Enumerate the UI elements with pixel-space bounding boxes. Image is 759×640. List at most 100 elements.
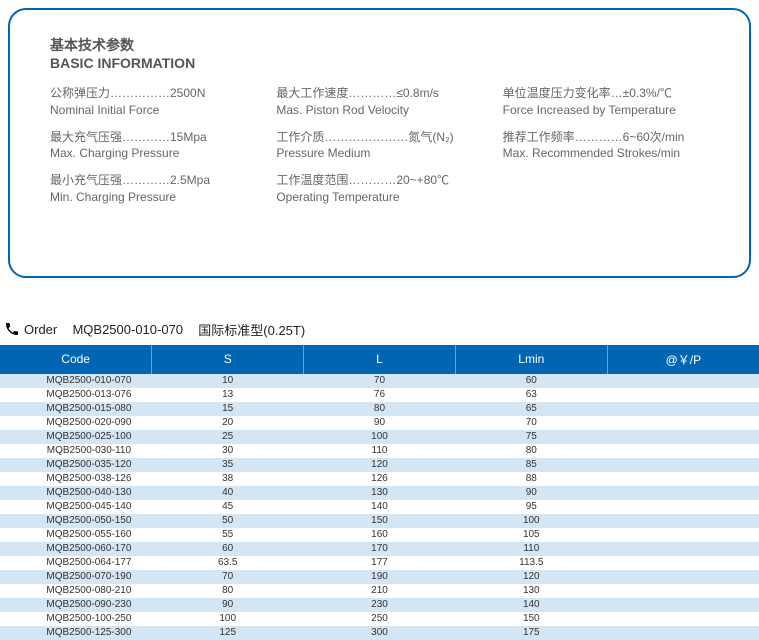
table-cell: MQB2500-064-177 [0,556,152,570]
table-cell [607,556,759,570]
table-cell: 65 [455,402,607,416]
table-header-row: CodeSLLmin@￥/P [0,345,759,374]
table-cell [607,500,759,514]
table-cell: 63.5 [152,556,304,570]
table-cell: MQB2500-125-300 [0,626,152,640]
table-cell: 130 [455,584,607,598]
info-title-cn: 基本技术参数 [50,35,709,55]
info-item-cn: 最大充气压强…………15Mpa [50,129,256,146]
table-row: MQB2500-025-1002510075 [0,430,759,444]
table-row: MQB2500-055-16055160105 [0,528,759,542]
table-cell: 100 [455,514,607,528]
table-cell: 100 [152,612,304,626]
spec-table: CodeSLLmin@￥/P MQB2500-010-070107060MQB2… [0,345,759,640]
info-item: 工作介质…………………氮气(N₂)Pressure Medium [276,129,482,163]
table-row: MQB2500-080-21080210130 [0,584,759,598]
table-row: MQB2500-040-1304013090 [0,486,759,500]
table-cell [607,458,759,472]
table-header-cell: @￥/P [607,345,759,374]
table-cell: MQB2500-070-190 [0,570,152,584]
table-cell: 90 [304,416,456,430]
table-cell: 100 [304,430,456,444]
table-cell: MQB2500-010-070 [0,374,152,388]
table-cell [607,598,759,612]
info-column: 公称弹压力……………2500NNominal Initial Force 最大充气… [50,85,256,216]
table-cell: 210 [304,584,456,598]
table-cell: 75 [455,430,607,444]
table-cell: MQB2500-020-090 [0,416,152,430]
info-item-cn: 工作介质…………………氮气(N₂) [276,129,482,146]
info-title-en: BASIC INFORMATION [50,55,709,71]
table-cell [607,570,759,584]
table-cell: 40 [152,486,304,500]
table-cell [607,430,759,444]
table-cell: 60 [152,542,304,556]
info-item: 工作温度范围…………20~+80℃Operating Temperature [276,172,482,206]
order-label: Order [24,322,57,337]
info-item-en: Mas. Piston Rod Velocity [276,102,482,119]
table-cell: MQB2500-040-130 [0,486,152,500]
table-cell [607,472,759,486]
basic-info-panel: 基本技术参数 BASIC INFORMATION 公称弹压力……………2500N… [8,8,751,278]
table-cell: 88 [455,472,607,486]
table-row: MQB2500-035-1203512085 [0,458,759,472]
info-item-en: Force Increased by Temperature [503,102,709,119]
table-cell: 110 [455,542,607,556]
table-cell [607,402,759,416]
table-header-cell: Lmin [455,345,607,374]
order-code: MQB2500-010-070 [72,322,183,337]
table-cell: MQB2500-080-210 [0,584,152,598]
info-item-en: Min. Charging Pressure [50,189,256,206]
table-cell [607,626,759,640]
info-column: 最大工作速度…………≤0.8m/sMas. Piston Rod Velocit… [276,85,482,216]
table-row: MQB2500-013-076137663 [0,388,759,402]
table-cell: MQB2500-055-160 [0,528,152,542]
table-row: MQB2500-100-250100250150 [0,612,759,626]
table-cell: 150 [455,612,607,626]
table-cell: 38 [152,472,304,486]
table-cell: MQB2500-015-080 [0,402,152,416]
table-cell: 95 [455,500,607,514]
table-cell: MQB2500-060-170 [0,542,152,556]
table-cell: MQB2500-045-140 [0,500,152,514]
table-cell [607,486,759,500]
info-item-cn: 公称弹压力……………2500N [50,85,256,102]
table-cell: 130 [304,486,456,500]
table-cell: 45 [152,500,304,514]
table-cell: MQB2500-100-250 [0,612,152,626]
table-cell: 150 [304,514,456,528]
table-cell: 190 [304,570,456,584]
table-cell: 140 [455,598,607,612]
table-cell: 13 [152,388,304,402]
order-bar: Order MQB2500-010-070 国际标准型(0.25T) [0,318,759,345]
table-cell: 90 [152,598,304,612]
table-row: MQB2500-020-090209070 [0,416,759,430]
table-cell: MQB2500-035-120 [0,458,152,472]
info-item: 公称弹压力……………2500NNominal Initial Force [50,85,256,119]
info-item-cn: 推荐工作频率…………6~60次/min [503,129,709,146]
table-cell: 177 [304,556,456,570]
info-grid: 公称弹压力……………2500NNominal Initial Force 最大充气… [50,85,709,216]
table-cell: 120 [304,458,456,472]
table-cell: 30 [152,444,304,458]
table-cell: 80 [304,402,456,416]
table-body: MQB2500-010-070107060MQB2500-013-0761376… [0,374,759,640]
info-item-en: Max. Charging Pressure [50,145,256,162]
table-cell: 55 [152,528,304,542]
table-cell [607,388,759,402]
table-cell: 70 [304,374,456,388]
table-header-cell: S [152,345,304,374]
table-cell: 60 [455,374,607,388]
table-cell: 125 [152,626,304,640]
table-cell: 70 [152,570,304,584]
table-cell: 70 [455,416,607,430]
info-item-en: Nominal Initial Force [50,102,256,119]
info-item-cn: 最小充气压强…………2.5Mpa [50,172,256,189]
table-cell [607,416,759,430]
info-item: 最大工作速度…………≤0.8m/sMas. Piston Rod Velocit… [276,85,482,119]
table-cell: MQB2500-050-150 [0,514,152,528]
table-cell: 230 [304,598,456,612]
table-row: MQB2500-010-070107060 [0,374,759,388]
info-column: 单位温度压力变化率…±0.3%/℃Force Increased by Temp… [503,85,709,216]
table-cell: 126 [304,472,456,486]
